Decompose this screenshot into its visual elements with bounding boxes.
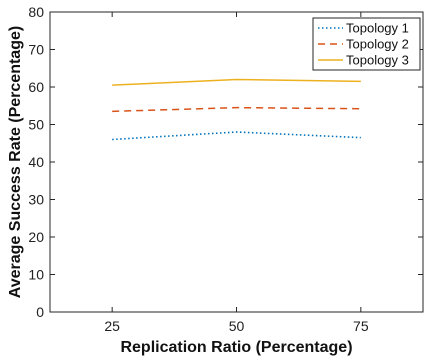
y-tick-label: 30 — [28, 192, 44, 208]
y-tick-label: 20 — [28, 229, 44, 245]
x-tick-label: 25 — [104, 318, 120, 334]
y-tick-label: 80 — [28, 4, 44, 20]
legend-label-1: Topology 1 — [346, 21, 409, 36]
y-tick-label: 70 — [28, 42, 44, 58]
x-tick-label: 50 — [229, 318, 245, 334]
y-tick-label: 0 — [36, 304, 44, 320]
x-axis-title: Replication Ratio (Percentage) — [120, 339, 352, 356]
x-tick-label: 75 — [353, 318, 369, 334]
series-line-3 — [112, 78, 361, 86]
series-layer — [112, 78, 361, 141]
legend-label-3: Topology 3 — [346, 53, 409, 68]
y-tick-label: 50 — [28, 117, 44, 133]
series-line-2 — [112, 106, 361, 113]
series-line-1 — [112, 131, 361, 141]
y-tick-label: 10 — [28, 267, 44, 283]
y-tick-label: 40 — [28, 154, 44, 170]
y-axis-title: Average Success Rate (Percentage) — [7, 26, 24, 298]
y-tick-label: 60 — [28, 79, 44, 95]
legend-label-2: Topology 2 — [346, 37, 409, 52]
ticks-layer: 0 10 20 30 40 50 60 70 80 25 50 75 — [28, 4, 423, 334]
